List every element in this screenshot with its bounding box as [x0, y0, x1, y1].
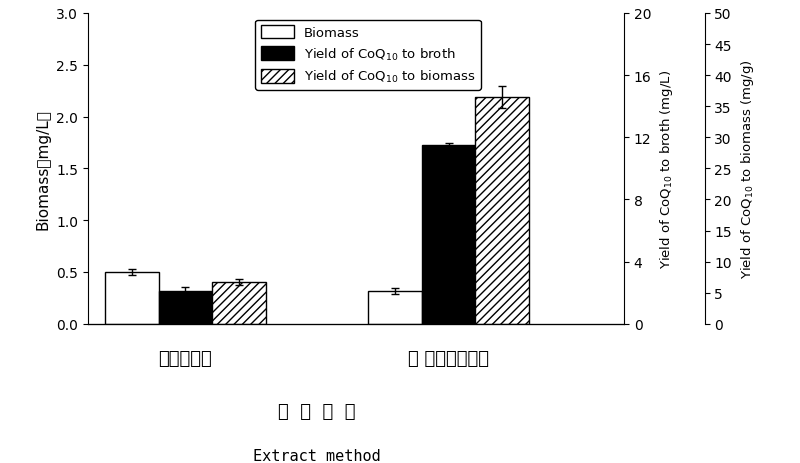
Bar: [422, 146, 475, 324]
Y-axis label: Biomass（mg/L）: Biomass（mg/L）: [36, 109, 50, 229]
Bar: [158, 292, 212, 324]
Y-axis label: Yield of CoQ$_{10}$ to broth (mg/L): Yield of CoQ$_{10}$ to broth (mg/L): [658, 69, 675, 269]
Text: 发 酵萌取耦合法: 发 酵萌取耦合法: [408, 349, 489, 367]
Bar: [105, 272, 158, 324]
Text: 传统肜化法: 传统肜化法: [158, 349, 212, 367]
Text: Extract method: Extract method: [253, 448, 381, 463]
Legend: Biomass, Yield of CoQ$_{10}$ to broth, Yield of CoQ$_{10}$ to biomass: Biomass, Yield of CoQ$_{10}$ to broth, Y…: [255, 20, 481, 90]
Bar: [212, 282, 266, 324]
Text: 提  取  方  法: 提 取 方 法: [278, 401, 356, 419]
Y-axis label: Yield of CoQ$_{10}$ to biomass (mg/g): Yield of CoQ$_{10}$ to biomass (mg/g): [739, 59, 756, 279]
Bar: [475, 98, 529, 324]
Bar: [368, 291, 422, 324]
